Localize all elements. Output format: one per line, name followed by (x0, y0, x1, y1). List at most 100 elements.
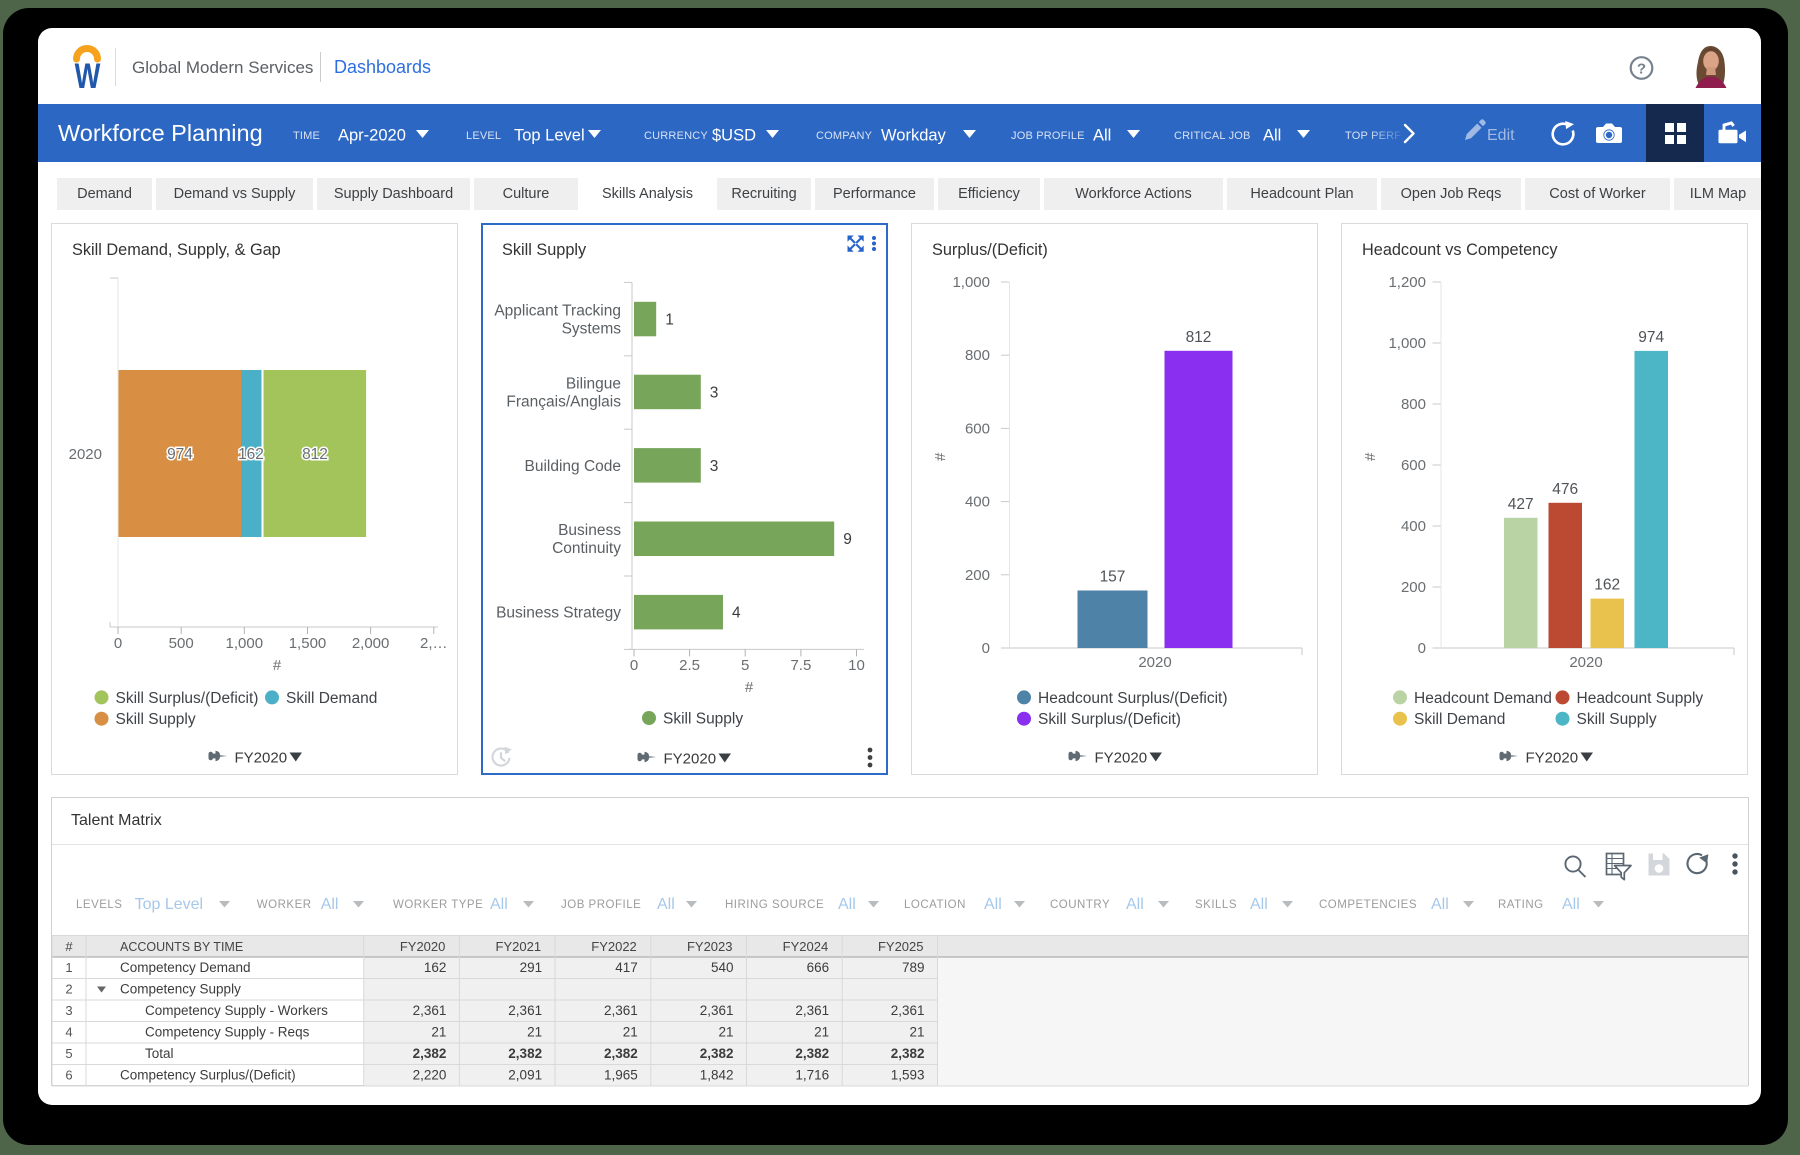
svg-text:0: 0 (1418, 640, 1426, 657)
svg-text:21: 21 (623, 1025, 638, 1040)
svg-text:Top Level: Top Level (135, 896, 204, 913)
svg-text:Applicant Tracking: Applicant Tracking (494, 303, 621, 320)
svg-text:All: All (1431, 896, 1449, 913)
svg-text:Systems: Systems (562, 321, 622, 338)
svg-text:All: All (1263, 127, 1281, 145)
svg-text:FY2024: FY2024 (783, 939, 829, 954)
svg-text:All: All (838, 896, 856, 913)
svg-text:All: All (1562, 896, 1580, 913)
svg-text:FY2020: FY2020 (1526, 750, 1579, 767)
svg-text:CURRENCY: CURRENCY (644, 130, 708, 142)
svg-text:FY2020: FY2020 (400, 939, 446, 954)
svg-text:#: # (745, 679, 754, 696)
svg-text:1,000: 1,000 (1388, 335, 1426, 352)
svg-text:291: 291 (520, 960, 543, 975)
svg-text:WORKER: WORKER (257, 899, 312, 911)
svg-text:W: W (75, 57, 101, 96)
svg-text:RATING: RATING (1498, 899, 1544, 911)
svg-text:666: 666 (807, 960, 830, 975)
svg-text:21: 21 (431, 1025, 446, 1040)
svg-text:400: 400 (965, 494, 990, 511)
svg-text:4: 4 (732, 605, 741, 622)
svg-text:2,361: 2,361 (604, 1003, 638, 1018)
svg-text:Workforce Planning: Workforce Planning (58, 120, 263, 146)
svg-text:2,382: 2,382 (795, 1046, 829, 1061)
svg-text:476: 476 (1552, 481, 1578, 498)
svg-text:2020: 2020 (1138, 654, 1171, 671)
svg-text:Competency Surplus/(Deficit): Competency Surplus/(Deficit) (120, 1068, 296, 1083)
svg-text:All: All (1093, 127, 1111, 145)
svg-text:2,091: 2,091 (508, 1068, 542, 1083)
svg-text:812: 812 (1186, 329, 1212, 346)
svg-text:Skill Supply: Skill Supply (1577, 711, 1657, 728)
svg-text:2: 2 (65, 982, 72, 997)
svg-text:2.5: 2.5 (679, 657, 700, 674)
svg-text:427: 427 (1508, 496, 1534, 513)
svg-text:Global Modern Services: Global Modern Services (132, 58, 313, 77)
svg-text:789: 789 (902, 960, 925, 975)
svg-text:540: 540 (711, 960, 734, 975)
svg-text:2,382: 2,382 (413, 1046, 447, 1061)
svg-text:Continuity: Continuity (552, 540, 621, 557)
svg-text:2,…: 2,… (420, 635, 448, 652)
svg-text:2,361: 2,361 (700, 1003, 734, 1018)
svg-text:2,382: 2,382 (700, 1046, 734, 1061)
svg-text:$USD: $USD (712, 127, 756, 145)
svg-text:2,382: 2,382 (891, 1046, 925, 1061)
svg-text:1,000: 1,000 (226, 635, 264, 652)
svg-text:162: 162 (1594, 577, 1620, 594)
svg-text:LEVEL: LEVEL (466, 130, 501, 142)
svg-text:1,500: 1,500 (289, 635, 327, 652)
svg-text:HIRING SOURCE: HIRING SOURCE (725, 899, 824, 911)
svg-text:Skill Surplus/(Deficit): Skill Surplus/(Deficit) (116, 690, 259, 707)
svg-text:Competency Supply - Workers: Competency Supply - Workers (145, 1003, 328, 1018)
svg-text:Competency Supply - Reqs: Competency Supply - Reqs (145, 1025, 310, 1040)
svg-text:400: 400 (1401, 518, 1426, 535)
svg-text:FY2021: FY2021 (496, 939, 542, 954)
svg-text:2,382: 2,382 (604, 1046, 638, 1061)
svg-text:1: 1 (65, 960, 72, 975)
svg-text:5: 5 (741, 657, 749, 674)
svg-text:2020: 2020 (69, 446, 102, 463)
svg-text:Business Strategy: Business Strategy (496, 605, 621, 622)
svg-text:FY2022: FY2022 (591, 939, 637, 954)
svg-text:5: 5 (65, 1046, 72, 1061)
svg-text:3: 3 (710, 458, 719, 475)
svg-text:200: 200 (965, 567, 990, 584)
svg-text:All: All (1250, 896, 1268, 913)
svg-text:Headcount Supply: Headcount Supply (1577, 690, 1704, 707)
svg-text:Business: Business (558, 522, 621, 539)
svg-text:200: 200 (1401, 579, 1426, 596)
svg-text:COUNTRY: COUNTRY (1050, 899, 1110, 911)
svg-text:800: 800 (965, 347, 990, 364)
svg-text:162: 162 (238, 446, 264, 463)
svg-text:2,000: 2,000 (352, 635, 390, 652)
svg-text:812: 812 (302, 446, 328, 463)
svg-text:21: 21 (527, 1025, 542, 1040)
svg-text:LOCATION: LOCATION (904, 899, 966, 911)
svg-text:All: All (1126, 896, 1144, 913)
svg-text:157: 157 (1100, 569, 1126, 586)
svg-text:1,593: 1,593 (891, 1068, 925, 1083)
svg-text:#: # (65, 939, 73, 954)
svg-text:Skill Supply: Skill Supply (663, 711, 743, 728)
svg-text:1,200: 1,200 (1388, 274, 1426, 291)
svg-text:500: 500 (169, 635, 194, 652)
svg-text:Top Level: Top Level (514, 127, 585, 145)
svg-text:7.5: 7.5 (790, 657, 811, 674)
svg-text:3: 3 (65, 1003, 72, 1018)
svg-text:1,965: 1,965 (604, 1068, 638, 1083)
svg-text:FY2020: FY2020 (664, 751, 717, 768)
svg-text:COMPANY: COMPANY (816, 130, 873, 142)
svg-text:?: ? (1637, 61, 1646, 78)
svg-text:2,361: 2,361 (795, 1003, 829, 1018)
svg-text:All: All (984, 896, 1002, 913)
svg-text:0: 0 (982, 640, 990, 657)
svg-text:JOB PROFILE: JOB PROFILE (561, 899, 641, 911)
svg-text:1,842: 1,842 (700, 1068, 734, 1083)
svg-text:3: 3 (710, 384, 719, 401)
svg-text:0: 0 (630, 657, 638, 674)
svg-text:JOB PROFILE: JOB PROFILE (1011, 130, 1085, 142)
svg-text:812: 812 (302, 446, 328, 463)
svg-text:Edit: Edit (1487, 127, 1515, 144)
